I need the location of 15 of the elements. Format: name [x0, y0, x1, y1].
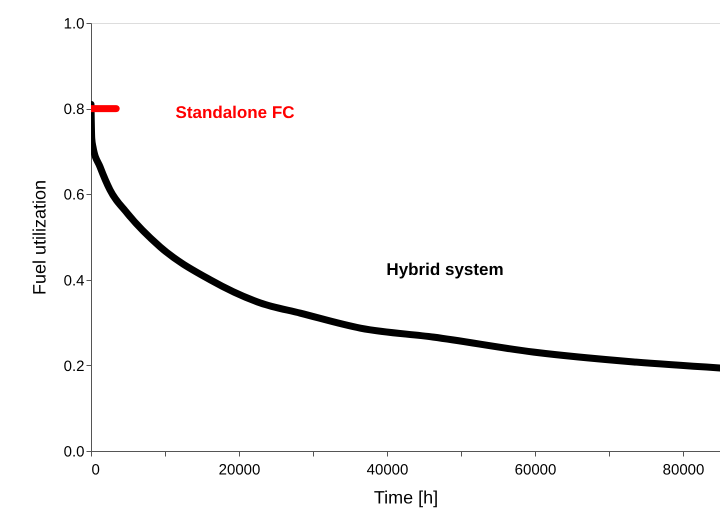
y-axis-title: Fuel utilization: [30, 180, 50, 296]
annotation: Standalone FC: [175, 103, 295, 122]
y-tick-label: 0.8: [64, 101, 84, 118]
y-tick-label: 1.0: [64, 16, 84, 32]
y-tick-label: 0.6: [64, 186, 84, 204]
annotation: Hybrid system: [386, 260, 504, 279]
x-tick-label: 40000: [366, 462, 408, 478]
y-tick-label: 0.0: [64, 444, 84, 460]
x-tick-label: 80000: [662, 462, 704, 478]
x-axis-title: Time [h]: [374, 488, 438, 508]
y-tick-label: 0.2: [64, 358, 84, 375]
y-tick-label: 0.4: [64, 272, 84, 290]
x-tick-label: 60000: [514, 462, 556, 478]
x-tick-label: 20000: [218, 462, 260, 478]
x-tick-label: 0: [92, 462, 100, 478]
